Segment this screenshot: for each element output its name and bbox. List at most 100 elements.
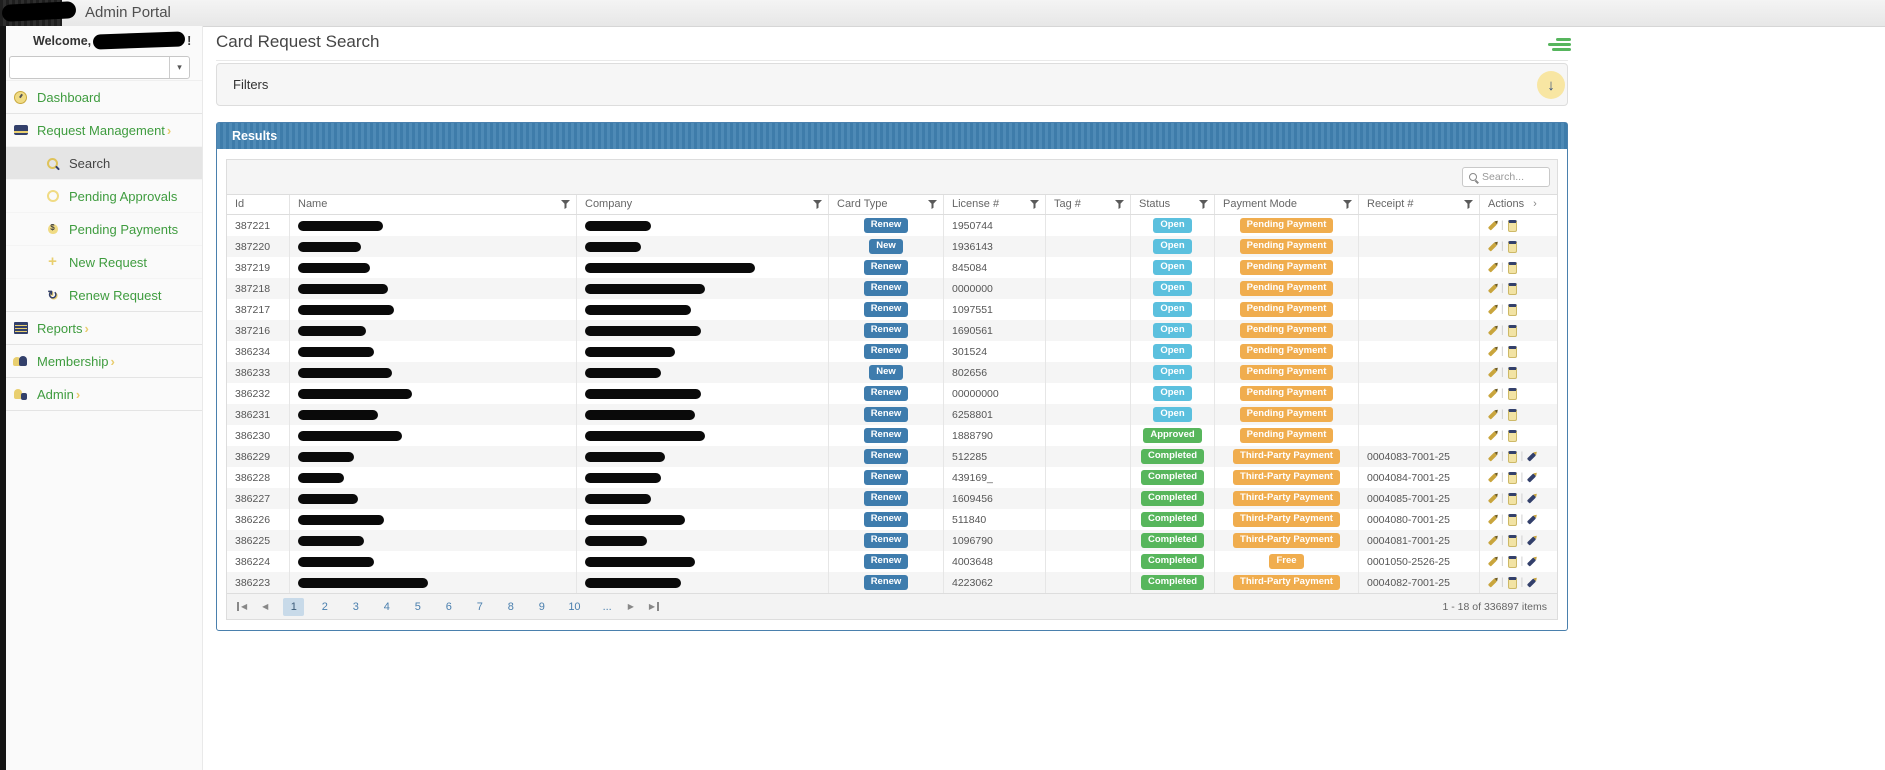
receipt-pen-icon[interactable] xyxy=(1527,514,1537,525)
clipboard-icon[interactable] xyxy=(1507,366,1517,379)
edit-icon[interactable] xyxy=(1487,493,1498,504)
grid-search-box[interactable] xyxy=(1462,167,1550,187)
receipt-pen-icon[interactable] xyxy=(1527,451,1537,462)
receipt-pen-icon[interactable] xyxy=(1527,556,1537,567)
clipboard-icon[interactable] xyxy=(1507,282,1517,295)
edit-icon[interactable] xyxy=(1487,535,1498,546)
edit-icon[interactable] xyxy=(1487,262,1498,273)
search-input[interactable] xyxy=(1482,171,1543,183)
edit-icon[interactable] xyxy=(1487,472,1498,483)
filter-funnel-icon[interactable] xyxy=(1115,200,1124,209)
filter-funnel-icon[interactable] xyxy=(1343,200,1352,209)
page-button[interactable]: ... xyxy=(602,600,612,613)
filter-funnel-icon[interactable] xyxy=(561,200,570,209)
cell-name xyxy=(289,551,576,572)
filter-funnel-icon[interactable] xyxy=(813,200,822,209)
edit-icon[interactable] xyxy=(1487,304,1498,315)
column-header-company[interactable]: Company xyxy=(576,195,828,214)
clipboard-icon[interactable] xyxy=(1507,492,1517,505)
select-caret-button[interactable] xyxy=(169,57,189,78)
column-header-actions[interactable]: Actions xyxy=(1479,195,1557,214)
receipt-pen-icon[interactable] xyxy=(1527,472,1537,483)
sidebar-item-dashboard[interactable]: Dashboard xyxy=(0,80,202,113)
clipboard-icon[interactable] xyxy=(1507,387,1517,400)
sidebar-item-search[interactable]: Search xyxy=(0,146,202,179)
sidebar-item-reports[interactable]: Reports xyxy=(0,311,202,344)
column-header-name[interactable]: Name xyxy=(289,195,576,214)
edit-icon[interactable] xyxy=(1487,346,1498,357)
edit-icon[interactable] xyxy=(1487,556,1498,567)
page-button[interactable]: 7 xyxy=(476,600,483,613)
page-button[interactable]: 1 xyxy=(283,597,305,616)
sidebar-item-admin[interactable]: Admin xyxy=(0,377,202,410)
column-header-card-type[interactable]: Card Type xyxy=(828,195,943,214)
sidebar-item-pending-approvals[interactable]: Pending Approvals xyxy=(0,179,202,212)
filter-funnel-icon[interactable] xyxy=(1030,200,1039,209)
credit-card-icon xyxy=(12,125,29,135)
cell-tag xyxy=(1045,404,1130,425)
sidebar-item-new-request[interactable]: New Request xyxy=(0,245,202,278)
filter-funnel-icon[interactable] xyxy=(1464,200,1473,209)
clipboard-icon[interactable] xyxy=(1507,324,1517,337)
clipboard-icon[interactable] xyxy=(1507,408,1517,421)
edit-icon[interactable] xyxy=(1487,388,1498,399)
page-button[interactable]: 6 xyxy=(445,600,452,613)
context-select[interactable] xyxy=(9,56,190,79)
expand-filters-button[interactable] xyxy=(1537,71,1565,99)
sidebar-item-renew-request[interactable]: Renew Request xyxy=(0,278,202,311)
edit-icon[interactable] xyxy=(1487,577,1498,588)
page-button[interactable]: 9 xyxy=(538,600,545,613)
sidebar-item-label: Search xyxy=(69,155,111,171)
sidebar-item-membership[interactable]: Membership xyxy=(0,344,202,377)
column-header-status[interactable]: Status xyxy=(1130,195,1214,214)
edit-icon[interactable] xyxy=(1487,409,1498,420)
cell-id: 386226 xyxy=(235,513,271,526)
column-header-id[interactable]: Id xyxy=(235,198,245,210)
last-page-button[interactable] xyxy=(648,601,660,611)
clipboard-icon[interactable] xyxy=(1507,576,1517,589)
edit-icon[interactable] xyxy=(1487,514,1498,525)
edit-icon[interactable] xyxy=(1487,241,1498,252)
edit-icon[interactable] xyxy=(1487,325,1498,336)
edit-icon[interactable] xyxy=(1487,367,1498,378)
edit-icon[interactable] xyxy=(1487,430,1498,441)
clipboard-icon[interactable] xyxy=(1507,450,1517,463)
column-header-license[interactable]: License # xyxy=(943,195,1045,214)
column-header-receipt[interactable]: Receipt # xyxy=(1358,195,1479,214)
page-button[interactable]: 5 xyxy=(414,600,421,613)
clipboard-icon[interactable] xyxy=(1507,513,1517,526)
clipboard-icon[interactable] xyxy=(1507,429,1517,442)
column-header-tag[interactable]: Tag # xyxy=(1045,195,1130,214)
column-header-payment-mode[interactable]: Payment Mode xyxy=(1214,195,1358,214)
clipboard-icon[interactable] xyxy=(1507,471,1517,484)
clipboard-icon[interactable] xyxy=(1507,219,1517,232)
receipt-pen-icon[interactable] xyxy=(1527,577,1537,588)
clipboard-icon[interactable] xyxy=(1507,534,1517,547)
page-button[interactable]: 10 xyxy=(568,600,581,613)
sidebar-item-request-management[interactable]: Request Management xyxy=(0,113,202,146)
edit-icon[interactable] xyxy=(1487,451,1498,462)
chevron-right-icon xyxy=(76,387,80,402)
clipboard-icon[interactable] xyxy=(1507,240,1517,253)
page-button[interactable]: 8 xyxy=(507,600,514,613)
clipboard-icon[interactable] xyxy=(1507,345,1517,358)
receipt-pen-icon[interactable] xyxy=(1527,535,1537,546)
first-page-button[interactable] xyxy=(237,601,248,611)
sidebar-item-pending-payments[interactable]: Pending Payments xyxy=(0,212,202,245)
clipboard-icon[interactable] xyxy=(1507,303,1517,316)
page-button[interactable]: 4 xyxy=(383,600,390,613)
filter-funnel-icon[interactable] xyxy=(928,200,937,209)
edit-icon[interactable] xyxy=(1487,283,1498,294)
results-panel-header: Results xyxy=(217,123,1567,149)
receipt-pen-icon[interactable] xyxy=(1527,493,1537,504)
page-button[interactable]: 3 xyxy=(352,600,359,613)
page-button[interactable]: 2 xyxy=(321,600,328,613)
filter-funnel-icon[interactable] xyxy=(1199,200,1208,209)
edit-icon[interactable] xyxy=(1487,220,1498,231)
hamburger-menu-icon[interactable] xyxy=(1547,38,1571,51)
previous-page-button[interactable] xyxy=(262,602,268,611)
clipboard-icon[interactable] xyxy=(1507,261,1517,274)
table-row: 386234 Renew 301524 Open Pending Payment xyxy=(227,341,1557,362)
next-page-button[interactable] xyxy=(628,602,634,611)
clipboard-icon[interactable] xyxy=(1507,555,1517,568)
